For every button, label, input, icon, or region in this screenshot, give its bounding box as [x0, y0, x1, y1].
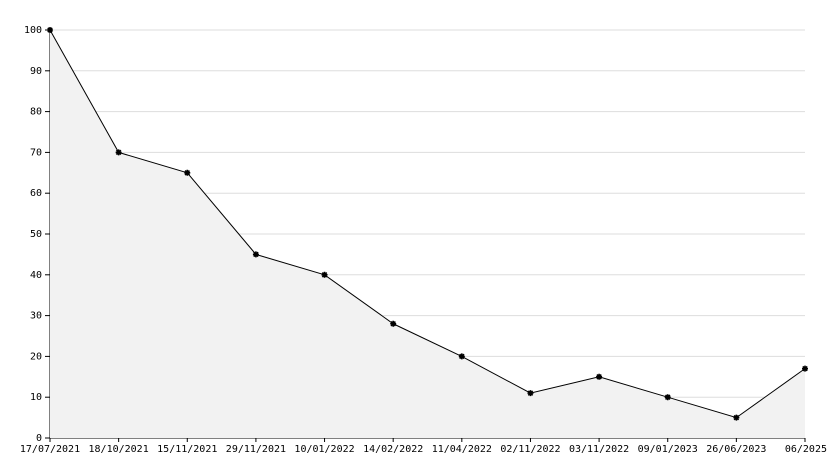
point-marker	[47, 27, 53, 33]
point-marker	[115, 149, 122, 156]
point-marker	[458, 353, 465, 360]
y-tick-label: 50	[30, 229, 42, 240]
x-tick-label: 10/01/2022	[294, 444, 354, 455]
x-tick-label: 14/02/2022	[363, 444, 423, 455]
point-marker	[321, 271, 328, 278]
x-tick-label: 09/01/2023	[638, 444, 698, 455]
y-tick-label: 30	[30, 311, 42, 322]
y-tick-label: 40	[30, 270, 42, 281]
point-marker	[664, 394, 671, 401]
y-tick-label: 100	[24, 25, 42, 36]
x-tick-label: 29/11/2021	[226, 444, 286, 455]
y-tick-label: 0	[36, 433, 42, 444]
x-tick-label: 18/10/2021	[89, 444, 149, 455]
y-tick-label: 90	[30, 66, 42, 77]
point-marker	[527, 390, 534, 397]
y-tick-label: 20	[30, 351, 42, 362]
y-tick-label: 70	[30, 147, 42, 158]
y-tick-label: 60	[30, 188, 42, 199]
x-tick-label: 26/06/2023	[706, 444, 766, 455]
point-marker	[802, 365, 808, 372]
point-marker	[733, 414, 740, 421]
x-tick-label: 11/04/2022	[432, 444, 492, 455]
x-tick-label: 03/11/2022	[569, 444, 629, 455]
area	[50, 30, 805, 438]
y-tick-label: 10	[30, 392, 42, 403]
point-marker	[252, 251, 259, 258]
x-tick-label: 02/11/2022	[500, 444, 560, 455]
x-tick-label: 15/11/2021	[157, 444, 217, 455]
x-tick-label: 06/2025	[785, 444, 827, 455]
point-marker	[390, 320, 397, 327]
point-marker	[596, 373, 603, 380]
line	[49, 29, 806, 419]
point-marker	[184, 169, 191, 176]
y-tick-label: 80	[30, 107, 42, 118]
x-tick-label: 17/07/2021	[20, 444, 80, 455]
